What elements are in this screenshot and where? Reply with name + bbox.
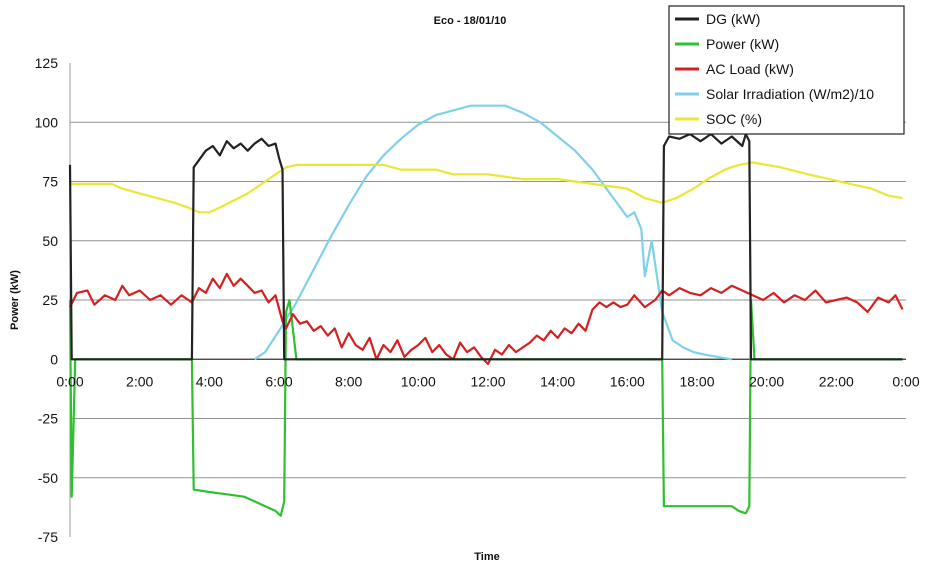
series-line-3 (253, 104, 732, 361)
x-tick-label: 14:00 (540, 373, 575, 389)
legend-box (668, 5, 905, 135)
x-tick-label: 0:00 (56, 373, 83, 389)
legend-label: SOC (%) (706, 111, 762, 127)
x-tick-label: 6:00 (265, 373, 292, 389)
y-tick-label: -75 (38, 529, 58, 545)
y-tick-label: 100 (35, 114, 59, 130)
y-tick-label: -50 (38, 470, 58, 486)
x-tick-label: 8:00 (335, 373, 362, 389)
y-tick-label: -25 (38, 411, 58, 427)
legend-label: DG (kW) (706, 11, 760, 27)
x-tick-label: 12:00 (470, 373, 505, 389)
legend-label: Solar Irradiation (W/m2)/10 (706, 86, 874, 102)
x-tick-label: 18:00 (679, 373, 714, 389)
series-line-1 (68, 298, 903, 517)
x-tick-label: 10:00 (401, 373, 436, 389)
x-tick-labels: 0:00 2:00 4:00 6:00 8:00 10:00 12:00 14:00 16:00… (56, 373, 919, 389)
y-tick-labels: 125 100 75 50 25 0 -25 -50 -75 (35, 55, 59, 545)
x-tick-label: 4:00 (196, 373, 223, 389)
chart-title: Eco - 18/01/10 (434, 15, 507, 27)
x-axis-title: Time (474, 551, 499, 563)
y-tick-label: 0 (50, 351, 58, 367)
series-line-4 (70, 161, 903, 214)
legend-label: AC Load (kW) (706, 61, 794, 77)
x-tick-label: 22:00 (819, 373, 854, 389)
x-tick-label: 2:00 (126, 373, 153, 389)
x-tick-label: 16:00 (610, 373, 645, 389)
y-tick-label: 125 (35, 55, 59, 71)
y-axis-title: Power (kW) (9, 270, 21, 330)
series-line-0 (68, 133, 903, 361)
series-line-2 (69, 272, 904, 366)
x-tick-label: 0:00 (892, 373, 919, 389)
legend-label: Power (kW) (706, 36, 779, 52)
legend: DG (kW) Power (kW) AC Load (kW) Solar Irrad… (668, 5, 905, 135)
series-lines (68, 104, 904, 517)
y-tick-label: 75 (42, 174, 58, 190)
y-tick-label: 50 (42, 233, 58, 249)
x-tick-label: 20:00 (749, 373, 784, 389)
y-tick-label: 25 (42, 292, 58, 308)
